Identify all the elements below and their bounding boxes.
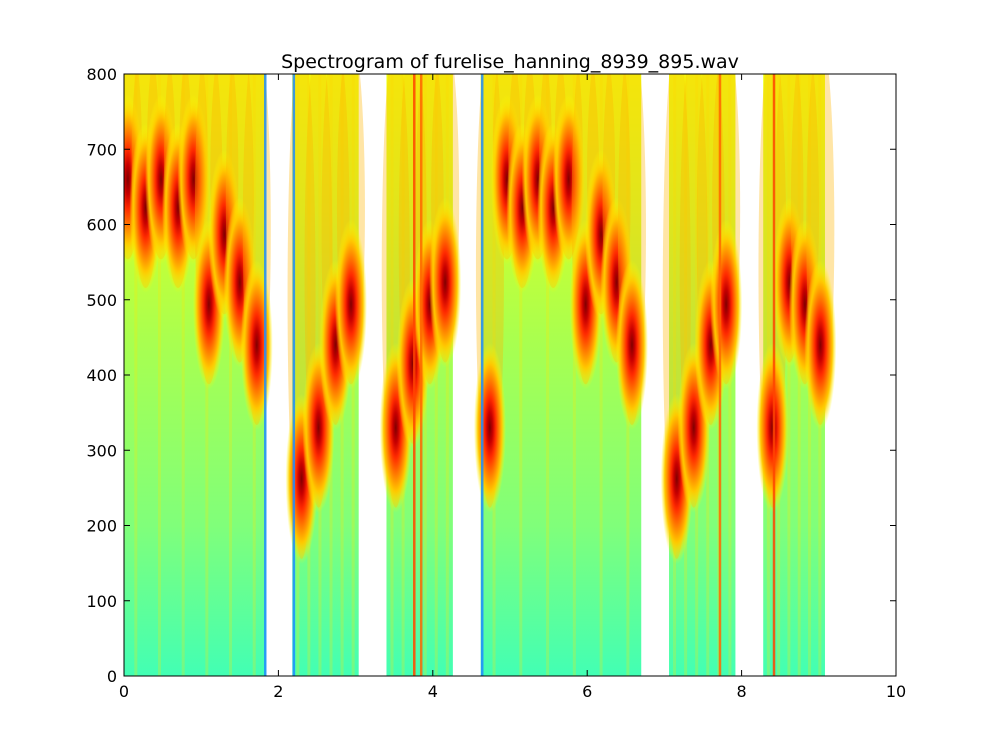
note-peak-22 xyxy=(552,94,585,265)
x-tick-label-1: 2 xyxy=(273,682,283,701)
y-tick-label-1: 100 xyxy=(86,592,117,611)
note-peak-8 xyxy=(240,259,273,430)
y-tick-label-2: 200 xyxy=(86,517,117,536)
note-peak-12 xyxy=(334,219,367,390)
y-tick-label-8: 800 xyxy=(86,65,117,84)
note-peak-26 xyxy=(615,259,648,430)
x-axis: 0 2 4 6 8 10 xyxy=(119,74,906,701)
x-tick-label-4: 8 xyxy=(737,682,747,701)
y-tick-label-6: 600 xyxy=(86,216,117,235)
note-peak-16 xyxy=(429,197,462,368)
note-peak-34 xyxy=(804,259,837,430)
note-peak-4 xyxy=(177,94,210,265)
y-axis: 0 100 200 300 400 500 600 700 800 xyxy=(86,65,896,686)
y-tick-label-3: 300 xyxy=(86,441,117,460)
note-peaks-layer xyxy=(124,74,837,564)
y-tick-label-5: 500 xyxy=(86,291,117,310)
note-peak-30 xyxy=(710,219,743,390)
y-tick-label-0: 0 xyxy=(107,667,117,686)
vertical-stripes-layer xyxy=(264,74,776,676)
chart-title: Spectrogram of furelise_hanning_8939_895… xyxy=(281,51,739,73)
x-tick-label-3: 6 xyxy=(582,682,592,701)
note-peak-31 xyxy=(756,342,789,513)
segments-layer xyxy=(124,74,825,676)
note-peak-17 xyxy=(473,342,506,513)
y-tick-label-7: 700 xyxy=(86,140,117,159)
y-tick-label-4: 400 xyxy=(86,366,117,385)
x-tick-label-0: 0 xyxy=(119,682,129,701)
x-tick-label-5: 10 xyxy=(886,682,906,701)
x-tick-label-2: 4 xyxy=(428,682,438,701)
plot-area xyxy=(124,74,837,676)
